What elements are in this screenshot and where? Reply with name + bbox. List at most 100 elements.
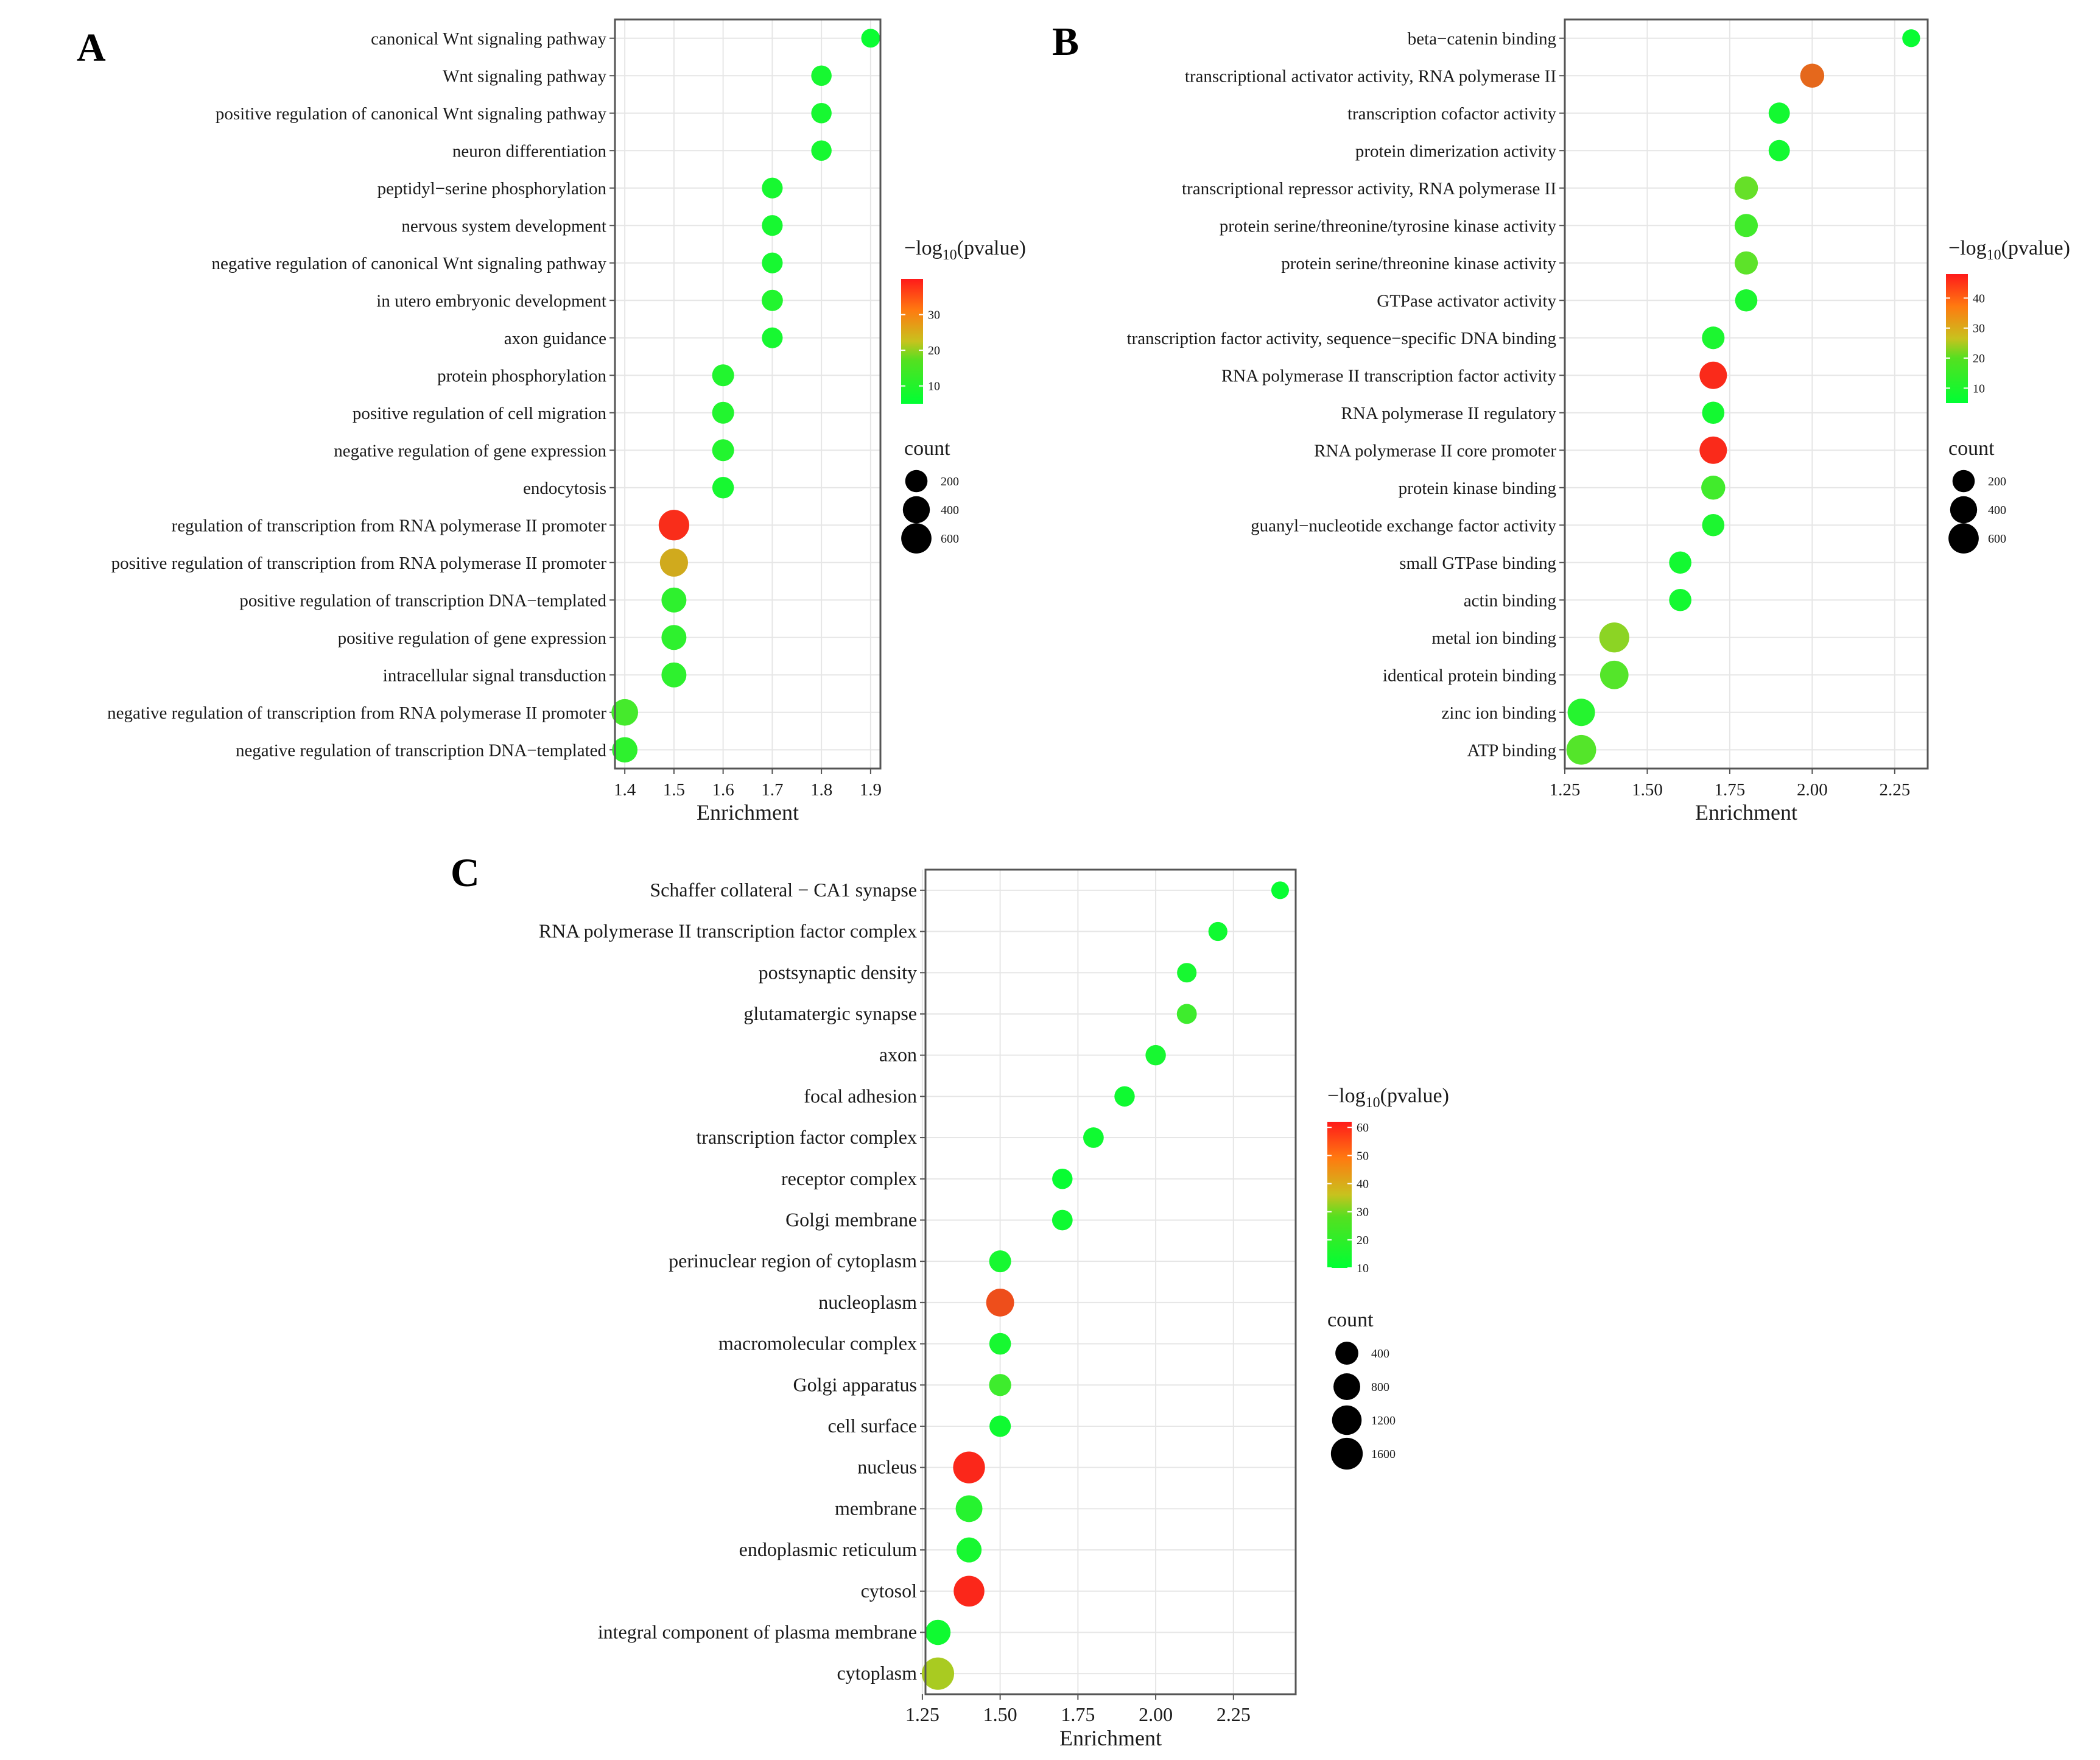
term-label: glutamatergic synapse	[743, 1002, 917, 1024]
term-label: Wnt signaling pathway	[443, 66, 607, 86]
data-point	[1145, 1044, 1166, 1066]
term-label: in utero embryonic development	[376, 291, 606, 311]
data-point	[989, 1415, 1011, 1437]
color-legend-title-sub: 10	[1366, 1095, 1380, 1111]
term-label: RNA polymerase II transcription factor c…	[539, 920, 917, 942]
term-label: guanyl−nucleotide exchange factor activi…	[1251, 516, 1556, 535]
term-label: nervous system development	[401, 216, 606, 236]
term-label: integral component of plasma membrane	[598, 1621, 917, 1642]
plot-frame-c	[924, 868, 1297, 1695]
data-point	[1114, 1086, 1135, 1107]
data-point	[612, 737, 638, 763]
term-label: nucleus	[857, 1456, 917, 1478]
x-tick-label: 2.25	[1879, 780, 1910, 800]
x-tick-label: 1.7	[761, 780, 783, 800]
size-legend-label: 1600	[1371, 1448, 1396, 1461]
data-point	[1702, 513, 1725, 537]
plot-area-b	[1565, 19, 1928, 769]
term-label: protein serine/threonine/tyrosine kinase…	[1220, 216, 1557, 236]
data-point	[1734, 251, 1758, 275]
term-label: negative regulation of transcription DNA…	[236, 741, 607, 760]
color-legend-tick-label: 10	[928, 380, 940, 393]
size-legend-label: 400	[1371, 1347, 1389, 1360]
term-label: regulation of transcription from RNA pol…	[172, 516, 607, 535]
color-legend-title: −log10(pvalue)	[1327, 1085, 1449, 1111]
data-point	[1669, 551, 1691, 574]
term-label: zinc ion binding	[1442, 703, 1556, 723]
term-label: cytosol	[861, 1580, 918, 1602]
data-point	[955, 1495, 983, 1522]
data-point	[661, 662, 687, 688]
data-point	[1052, 1209, 1073, 1231]
size-legend-label: 400	[1988, 504, 2006, 517]
data-point	[1177, 963, 1197, 983]
color-legend-tick-label: 40	[1357, 1178, 1369, 1191]
data-point	[1600, 660, 1629, 689]
term-label: macromolecular complex	[718, 1332, 917, 1354]
size-legend-title: count	[904, 437, 950, 460]
color-legend-tick-label: 20	[1357, 1234, 1369, 1247]
size-legend-label: 800	[1371, 1381, 1389, 1394]
color-legend-tick-label: 10	[1973, 382, 1985, 395]
size-legend-title: count	[1327, 1309, 1374, 1331]
data-point	[762, 252, 783, 273]
term-label: positive regulation of canonical Wnt sig…	[216, 104, 607, 124]
color-bar	[901, 279, 923, 404]
x-tick-label: 1.75	[1061, 1703, 1095, 1725]
x-tick-label: 1.25	[1550, 780, 1581, 800]
plot-area-a	[615, 19, 880, 769]
size-legend-label: 400	[941, 504, 959, 517]
data-point	[712, 364, 734, 387]
x-tick-label: 1.8	[810, 780, 832, 800]
size-legend-dot	[901, 523, 932, 554]
data-point	[1599, 622, 1629, 653]
data-point	[861, 29, 880, 48]
term-label: transcription cofactor activity	[1347, 104, 1557, 124]
term-label: endoplasmic reticulum	[739, 1538, 917, 1560]
data-point	[661, 625, 687, 650]
color-legend-tick-label: 30	[1973, 322, 1985, 336]
data-point	[1768, 102, 1790, 124]
data-point	[956, 1537, 982, 1563]
data-point	[1735, 289, 1758, 312]
term-label: focal adhesion	[804, 1085, 917, 1107]
data-point	[659, 548, 688, 577]
data-point	[1702, 401, 1725, 424]
term-label: transcription factor activity, sequence−…	[1127, 329, 1556, 348]
panel-letter-a: A	[77, 26, 106, 70]
term-label: cell surface	[827, 1415, 917, 1437]
x-tick-label: 1.4	[614, 780, 636, 800]
size-legend-label: 600	[1988, 532, 2006, 546]
plot-area-c	[925, 870, 1296, 1694]
term-label: Golgi membrane	[785, 1208, 917, 1230]
x-tick-label: 2.25	[1217, 1703, 1251, 1725]
term-label: receptor complex	[781, 1167, 917, 1189]
data-point	[811, 102, 832, 124]
data-point	[1768, 139, 1790, 161]
term-label: small GTPase binding	[1399, 554, 1556, 573]
size-legend-dot	[1335, 1342, 1358, 1365]
size-legend-dot	[1952, 470, 1975, 493]
term-label: positive regulation of gene expression	[338, 628, 607, 648]
x-tick-label: 1.50	[983, 1703, 1017, 1725]
size-legend-dot	[1333, 1373, 1360, 1400]
color-legend-tick-label: 30	[928, 309, 940, 322]
term-label: membrane	[835, 1497, 917, 1519]
term-label: RNA polymerase II core promoter	[1314, 441, 1556, 460]
x-tick-label: 1.9	[860, 780, 882, 800]
term-label: metal ion binding	[1431, 628, 1556, 648]
data-point	[1701, 476, 1726, 500]
term-label: perinuclear region of cytoplasm	[669, 1250, 917, 1272]
data-point	[989, 1250, 1011, 1273]
color-legend-tick-label: 50	[1357, 1149, 1369, 1163]
term-label: positive regulation of transcription fro…	[111, 554, 607, 573]
color-bar	[1946, 274, 1968, 403]
data-point	[762, 177, 783, 199]
size-legend-dot	[1332, 1405, 1362, 1435]
size-legend-label: 200	[1988, 475, 2006, 488]
data-point	[712, 477, 734, 499]
data-point	[611, 699, 639, 726]
term-label: transcription factor complex	[696, 1126, 917, 1148]
term-label: transcriptional activator activity, RNA …	[1185, 66, 1556, 86]
